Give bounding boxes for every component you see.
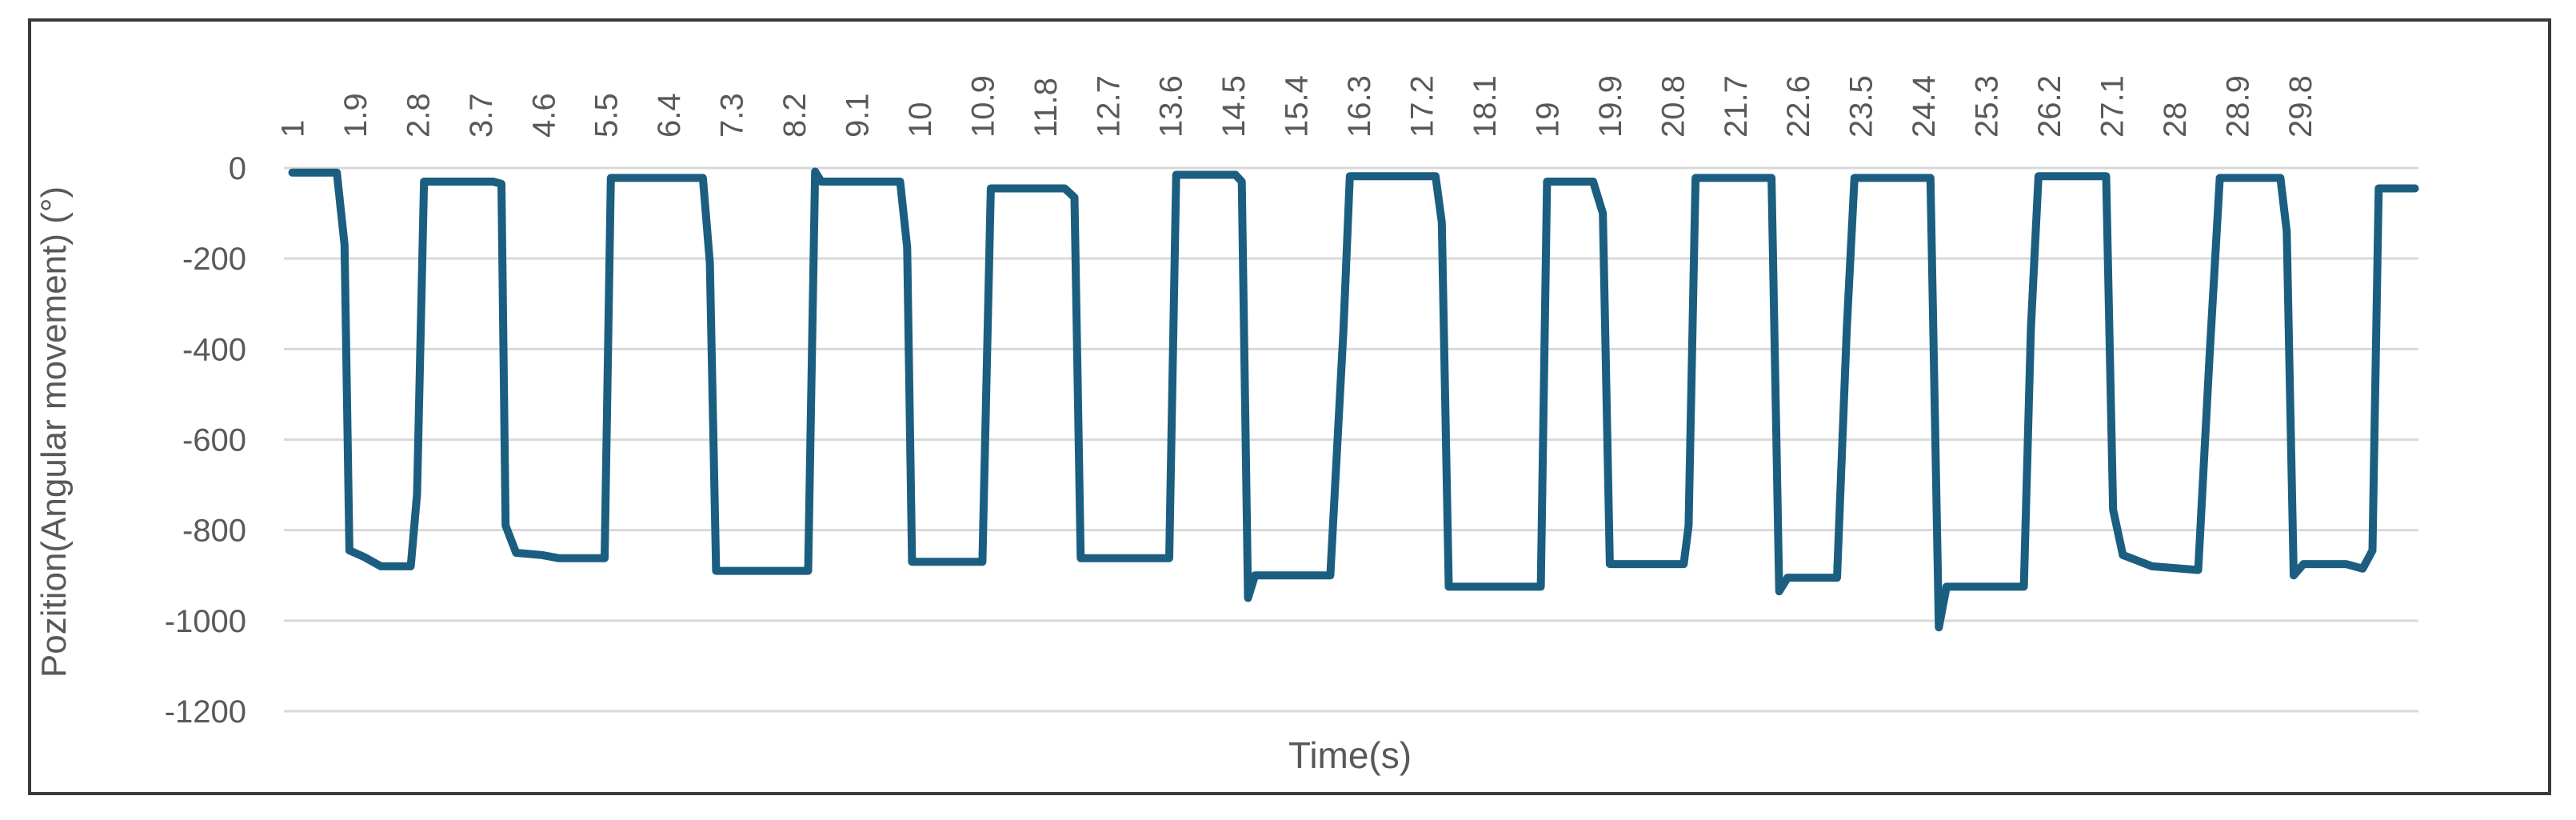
x-tick-label: 4.6	[526, 93, 561, 138]
x-tick-label: 19	[1530, 102, 1565, 138]
x-tick-label: 18.1	[1468, 75, 1503, 138]
x-axis-title: Time(s)	[1288, 734, 1412, 776]
y-axis-title: Pozition(Angular movement) (°)	[34, 186, 74, 678]
y-tick-label: -200	[182, 242, 246, 277]
x-tick-label: 1.9	[338, 93, 373, 138]
x-tick-label: 21.7	[1719, 75, 1754, 138]
y-tick-label: -1200	[165, 694, 246, 730]
x-tick-label: 5.5	[589, 93, 625, 138]
x-tick-label: 16.3	[1342, 75, 1377, 138]
x-tick-label: 19.9	[1593, 75, 1628, 138]
x-tick-label: 27.1	[2095, 75, 2130, 138]
x-tick-label: 28	[2158, 102, 2193, 138]
x-tick-label: 3.7	[464, 93, 499, 138]
y-tick-label: -1000	[165, 604, 246, 639]
x-tick-label: 26.2	[2032, 75, 2067, 138]
x-tick-label: 2.8	[401, 93, 436, 138]
x-tick-label: 23.5	[1844, 75, 1879, 138]
x-tick-label: 15.4	[1280, 75, 1315, 138]
x-tick-label: 22.6	[1781, 75, 1816, 138]
x-tick-label: 29.8	[2283, 75, 2318, 138]
y-tick-label: -400	[182, 332, 246, 367]
x-tick-label: 12.7	[1091, 75, 1126, 138]
x-tick-label: 9.1	[840, 93, 875, 138]
chart-frame	[28, 18, 2551, 795]
x-tick-label: 14.5	[1216, 75, 1252, 138]
x-tick-label: 17.2	[1405, 75, 1440, 138]
y-tick-label: -600	[182, 423, 246, 458]
x-tick-label: 28.9	[2220, 75, 2255, 138]
data-line	[288, 167, 2419, 632]
y-tick-label: 0	[229, 151, 246, 186]
x-tick-label: 7.3	[715, 93, 750, 138]
x-tick-label: 20.8	[1655, 75, 1691, 138]
x-tick-label: 10.9	[965, 75, 1000, 138]
x-tick-label: 6.4	[652, 93, 687, 138]
x-tick-label: 11.8	[1028, 78, 1064, 138]
y-tick-label: -800	[182, 514, 246, 549]
x-tick-label: 10	[903, 102, 938, 138]
x-tick-label: 1	[275, 120, 310, 138]
x-tick-label: 24.4	[1907, 75, 1942, 138]
x-tick-label: 8.2	[777, 93, 813, 138]
x-tick-label: 13.6	[1154, 75, 1189, 138]
x-tick-label: 25.3	[1970, 75, 2005, 138]
